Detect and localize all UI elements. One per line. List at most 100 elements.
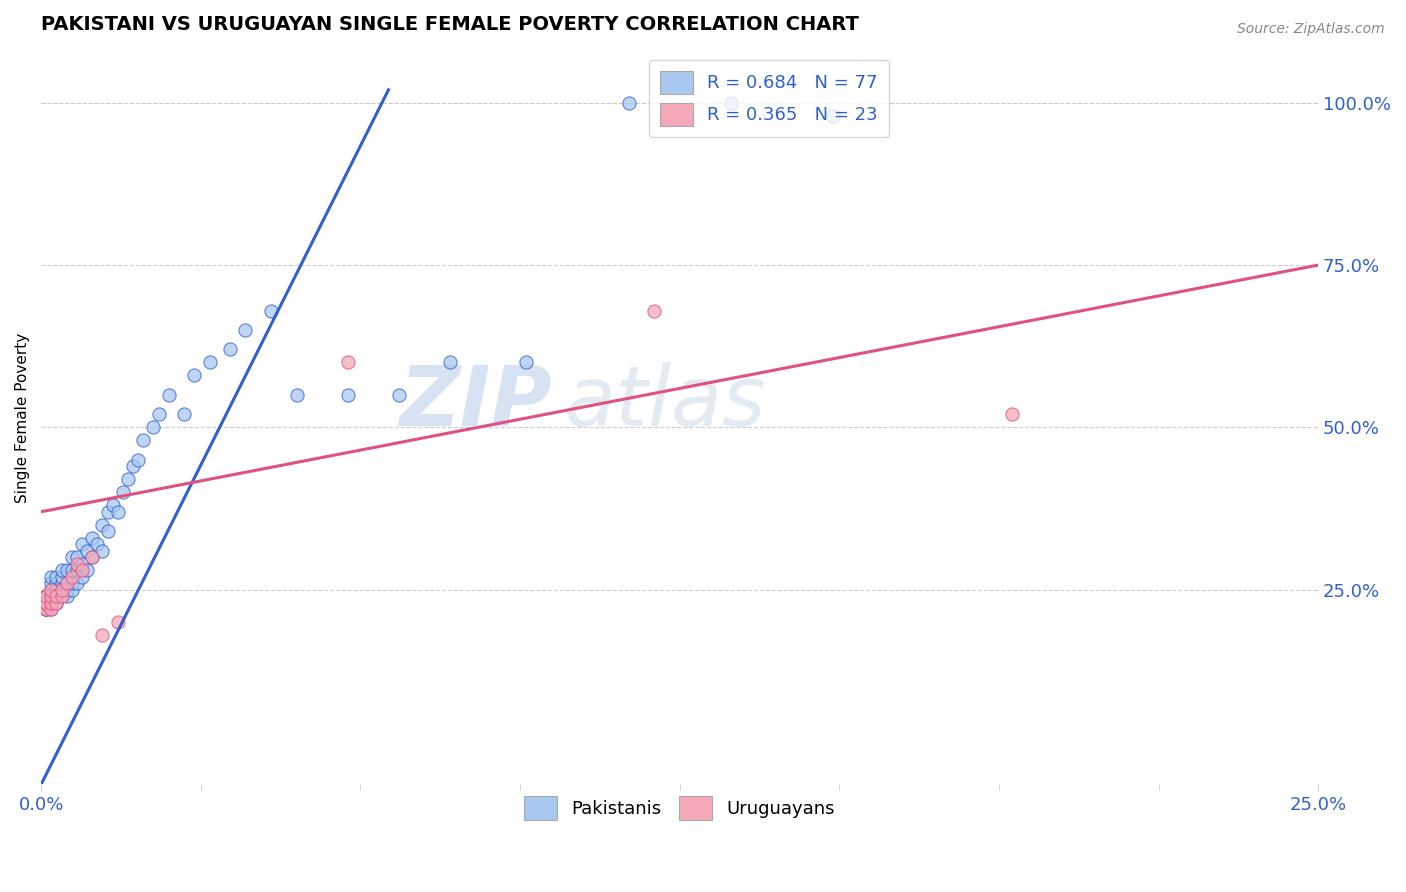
- Point: [35, 596, 58, 610]
- Point: [55, 589, 77, 603]
- Point: [41, 576, 63, 591]
- Point: [51, 582, 73, 597]
- Point: [720, 95, 742, 110]
- Point: [35, 589, 58, 603]
- Point: [82, 550, 104, 565]
- Point: [66, 576, 89, 591]
- Y-axis label: Single Female Poverty: Single Female Poverty: [15, 333, 30, 503]
- Point: [55, 563, 77, 577]
- Point: [66, 563, 89, 577]
- Point: [70, 563, 93, 577]
- Point: [86, 537, 108, 551]
- Point: [35, 602, 58, 616]
- Point: [142, 420, 165, 434]
- Point: [41, 589, 63, 603]
- Point: [51, 589, 73, 603]
- Point: [821, 109, 844, 123]
- Point: [60, 570, 83, 584]
- Point: [35, 596, 58, 610]
- Point: [66, 557, 89, 571]
- Point: [45, 576, 67, 591]
- Point: [617, 95, 640, 110]
- Point: [1001, 408, 1024, 422]
- Point: [388, 388, 411, 402]
- Point: [122, 459, 145, 474]
- Point: [70, 537, 93, 551]
- Point: [82, 531, 104, 545]
- Point: [76, 543, 98, 558]
- Text: PAKISTANI VS URUGUAYAN SINGLE FEMALE POVERTY CORRELATION CHART: PAKISTANI VS URUGUAYAN SINGLE FEMALE POV…: [41, 15, 859, 34]
- Point: [41, 582, 63, 597]
- Point: [35, 589, 58, 603]
- Point: [45, 582, 67, 597]
- Point: [60, 550, 83, 565]
- Point: [60, 582, 83, 597]
- Point: [235, 323, 257, 337]
- Point: [198, 355, 221, 369]
- Point: [60, 563, 83, 577]
- Point: [41, 589, 63, 603]
- Point: [148, 408, 170, 422]
- Point: [51, 576, 73, 591]
- Point: [41, 596, 63, 610]
- Point: [41, 596, 63, 610]
- Point: [51, 589, 73, 603]
- Point: [285, 388, 308, 402]
- Point: [336, 388, 359, 402]
- Point: [127, 453, 149, 467]
- Point: [336, 355, 359, 369]
- Point: [41, 602, 63, 616]
- Point: [91, 628, 114, 642]
- Point: [55, 576, 77, 591]
- Point: [111, 485, 134, 500]
- Point: [35, 596, 58, 610]
- Point: [70, 557, 93, 571]
- Point: [219, 343, 242, 357]
- Point: [35, 602, 58, 616]
- Point: [260, 303, 283, 318]
- Point: [107, 615, 129, 629]
- Point: [117, 472, 139, 486]
- Point: [51, 563, 73, 577]
- Point: [55, 576, 77, 591]
- Point: [41, 570, 63, 584]
- Point: [35, 602, 58, 616]
- Point: [643, 303, 665, 318]
- Point: [91, 543, 114, 558]
- Point: [41, 602, 63, 616]
- Point: [82, 550, 104, 565]
- Point: [51, 582, 73, 597]
- Point: [35, 602, 58, 616]
- Legend: Pakistanis, Uruguayans: Pakistanis, Uruguayans: [517, 789, 842, 827]
- Point: [41, 596, 63, 610]
- Point: [70, 570, 93, 584]
- Point: [35, 589, 58, 603]
- Point: [132, 434, 155, 448]
- Text: atlas: atlas: [565, 362, 766, 443]
- Point: [35, 589, 58, 603]
- Point: [45, 582, 67, 597]
- Point: [173, 408, 195, 422]
- Point: [45, 570, 67, 584]
- Point: [45, 596, 67, 610]
- Text: Source: ZipAtlas.com: Source: ZipAtlas.com: [1237, 22, 1385, 37]
- Point: [60, 576, 83, 591]
- Point: [41, 589, 63, 603]
- Point: [35, 602, 58, 616]
- Point: [183, 368, 205, 383]
- Point: [76, 563, 98, 577]
- Point: [35, 596, 58, 610]
- Point: [515, 355, 537, 369]
- Point: [55, 582, 77, 597]
- Point: [41, 582, 63, 597]
- Point: [439, 355, 461, 369]
- Point: [96, 505, 118, 519]
- Point: [51, 570, 73, 584]
- Point: [41, 582, 63, 597]
- Point: [96, 524, 118, 539]
- Point: [91, 517, 114, 532]
- Point: [45, 596, 67, 610]
- Point: [107, 505, 129, 519]
- Point: [45, 589, 67, 603]
- Point: [35, 596, 58, 610]
